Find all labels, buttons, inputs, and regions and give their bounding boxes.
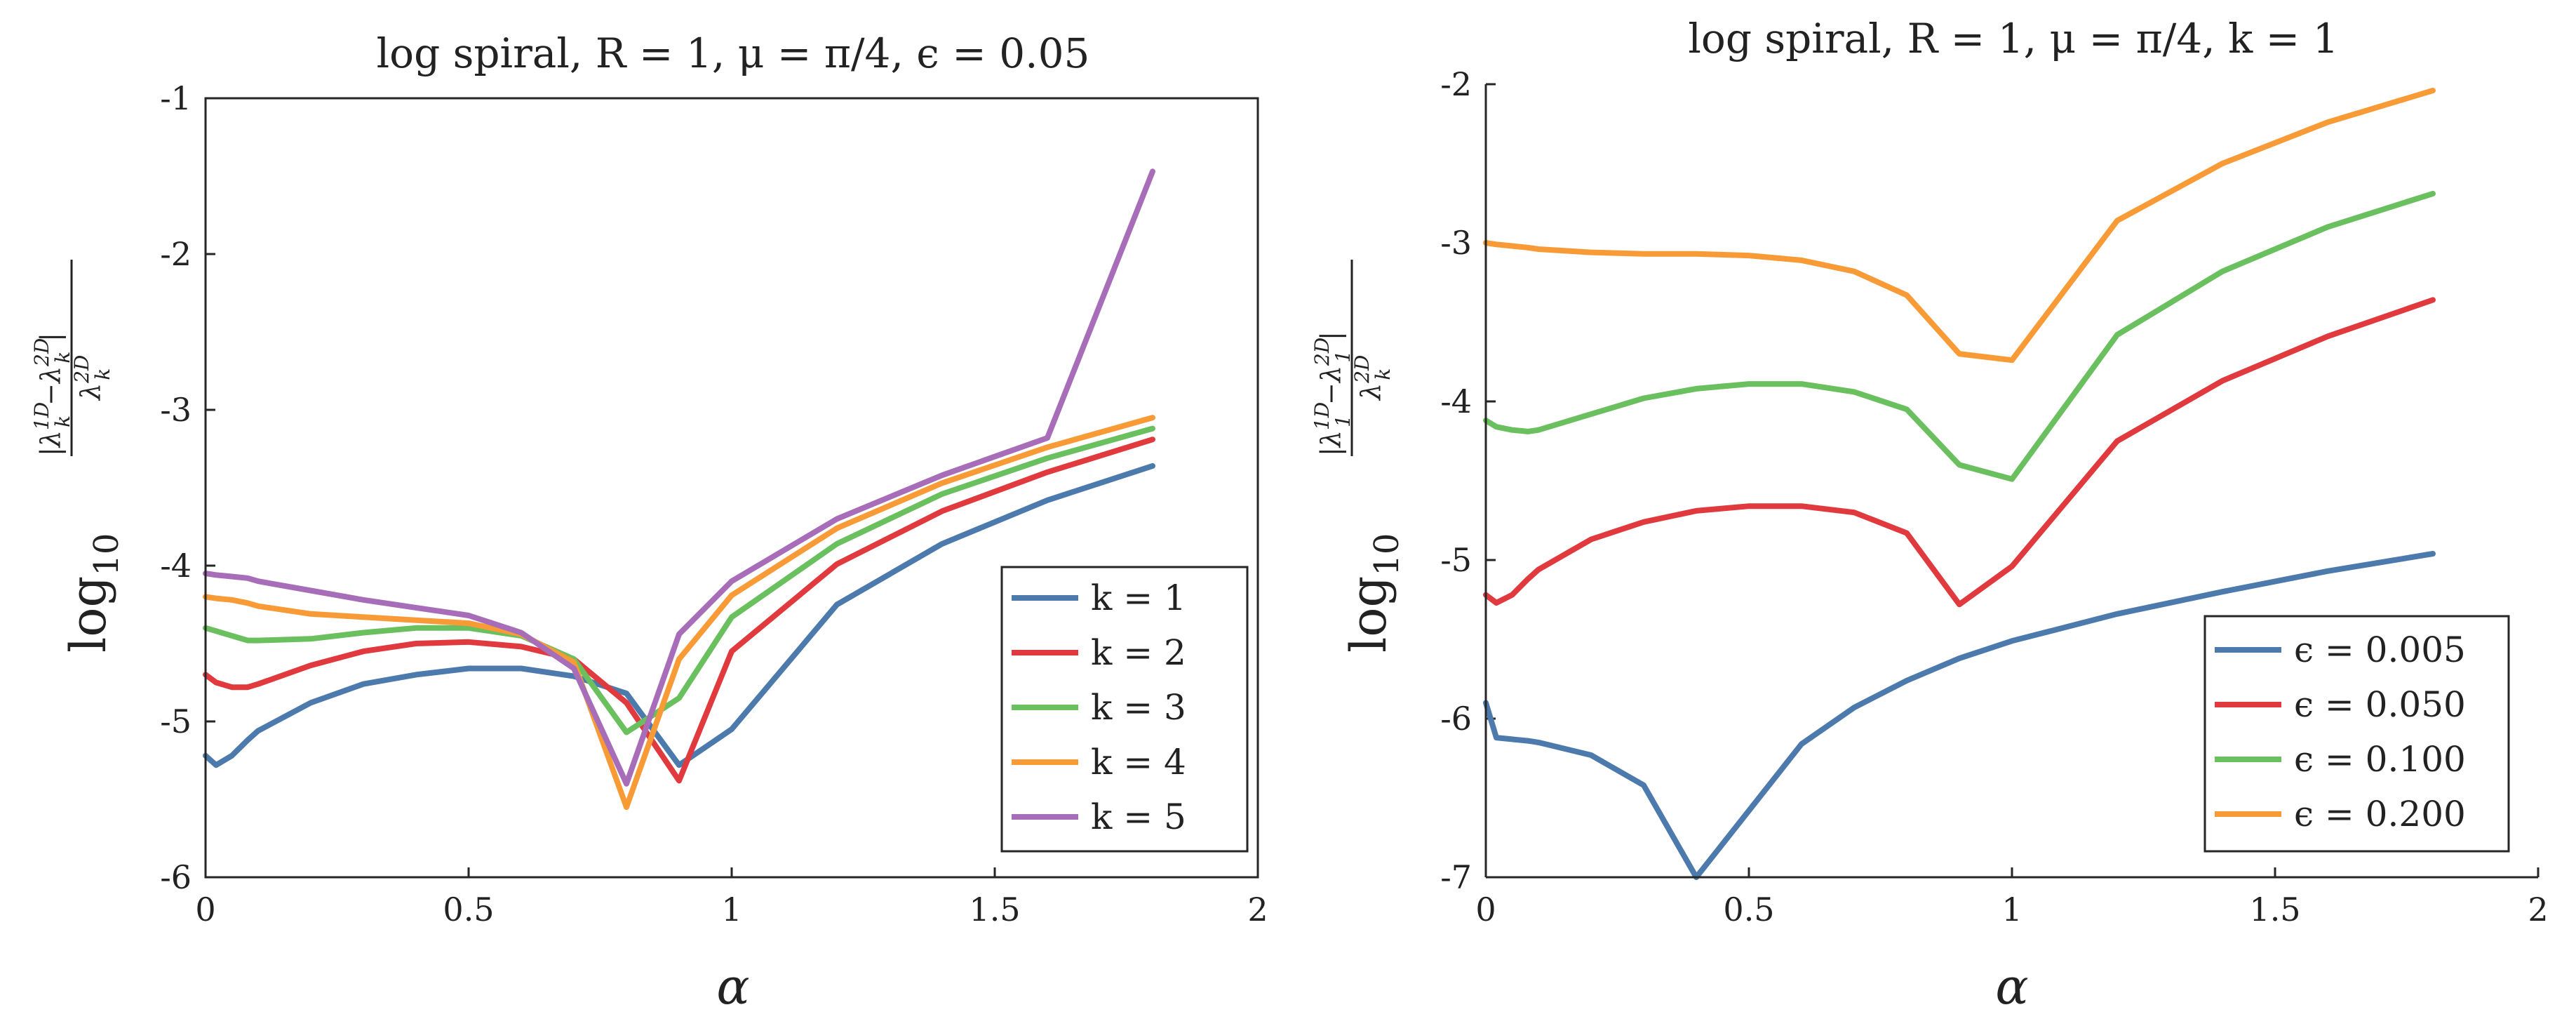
chart-right-title: log spiral, R = 1, μ = π/4, k = 1	[1688, 15, 2338, 62]
chart-right: log spiral, R = 1, μ = π/4, k = 1 0 0.5 1 1…	[1310, 15, 2549, 1015]
legend-label: ϵ = 0.050	[2294, 684, 2466, 725]
chart-right-series	[1483, 88, 2436, 880]
y-label-log: log10	[60, 533, 126, 653]
x-tick-label: 0.5	[443, 891, 494, 928]
x-tick-label: 2	[1247, 891, 1268, 928]
y-tick-label: -4	[160, 547, 192, 585]
y-label-denominator: λ2Dk	[70, 355, 114, 401]
x-tick-label: 0	[195, 891, 215, 928]
y-tick-label: -2	[160, 235, 192, 273]
y-tick-label: -5	[160, 702, 192, 740]
legend-label: k = 3	[1091, 687, 1186, 728]
chart-right-y-label: log10 |λ1D1−λ2D1| λ2Dk	[1310, 260, 1407, 653]
y-tick-label: -6	[160, 858, 192, 896]
x-tick-label: 1	[721, 891, 742, 928]
legend-label: k = 4	[1091, 742, 1186, 782]
chart-right-x-label: α	[1995, 958, 2028, 1015]
chart-right-legend: ϵ = 0.005 ϵ = 0.050 ϵ = 0.100 ϵ = 0.200	[2203, 615, 2510, 853]
chart-left-y-label: log10 |λ1Dk−λ2Dk| λ2Dk	[30, 260, 126, 653]
x-tick-label: 1	[2001, 891, 2022, 928]
y-tick-label: -2	[1440, 65, 1472, 103]
y-tick-label: -7	[1440, 858, 1472, 896]
y-label-denominator: λ2Dk	[1350, 355, 1395, 401]
legend-label: ϵ = 0.200	[2294, 794, 2466, 834]
chart-left-legend: k = 1 k = 2 k = 3 k = 4 k = 5	[1000, 566, 1249, 853]
series-line-4	[1483, 88, 2436, 364]
chart-right-ticks: 0 0.5 1 1.5 2 -7 -6 -5 -4 -3 -2	[1440, 65, 2548, 928]
chart-left-series	[203, 168, 1155, 811]
legend-label: k = 1	[1091, 578, 1186, 618]
legend-label: k = 2	[1091, 632, 1186, 673]
y-label-log: log10	[1340, 533, 1407, 653]
legend-label: k = 5	[1091, 797, 1186, 837]
y-tick-label: -5	[1440, 541, 1472, 579]
series-line-1	[1483, 551, 2436, 880]
y-tick-label: -3	[1440, 224, 1472, 262]
series-line-2	[203, 437, 1155, 784]
x-tick-label: 0	[1475, 891, 1496, 928]
chart-left: log spiral, R = 1, μ = π/4, ϵ = 0.05 0 0.…	[30, 29, 1268, 1015]
y-tick-label: -6	[1440, 700, 1472, 738]
series-line-3	[203, 425, 1155, 735]
chart-left-x-label: α	[716, 958, 749, 1015]
series-line-1	[203, 462, 1155, 768]
legend-label: ϵ = 0.100	[2294, 739, 2466, 780]
chart-left-title: log spiral, R = 1, μ = π/4, ϵ = 0.05	[377, 29, 1090, 77]
x-tick-label: 1.5	[2249, 891, 2300, 928]
y-tick-label: -3	[160, 391, 192, 429]
y-label-numerator: |λ1D1−λ2D1|	[1310, 331, 1355, 456]
x-tick-label: 0.5	[1723, 891, 1774, 928]
series-line-4	[203, 415, 1155, 811]
legend-label: ϵ = 0.005	[2294, 630, 2466, 670]
x-tick-label: 2	[2528, 891, 2548, 928]
y-tick-label: -1	[160, 79, 192, 117]
series-line-5	[203, 168, 1155, 787]
chart-left-ticks: 0 0.5 1 1.5 2 -6 -5 -4 -3 -2 -1	[160, 79, 1268, 928]
x-tick-label: 1.5	[969, 891, 1020, 928]
series-line-2	[1483, 297, 2436, 608]
series-line-3	[1483, 190, 2436, 482]
y-label-numerator: |λ1Dk−λ2Dk|	[30, 333, 74, 456]
y-tick-label: -4	[1440, 382, 1472, 420]
